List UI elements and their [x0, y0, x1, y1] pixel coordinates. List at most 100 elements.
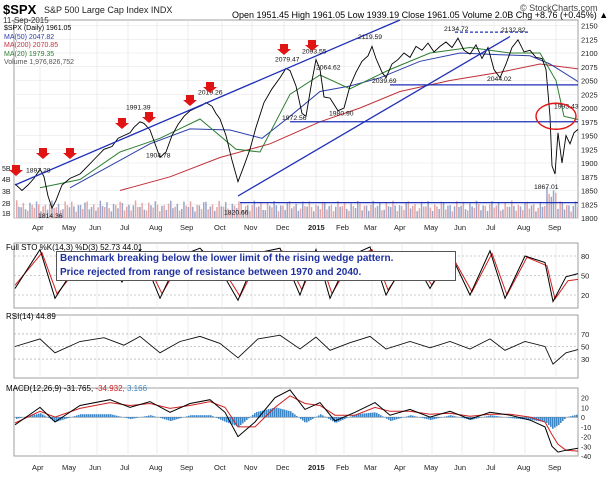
volume-bar: [178, 210, 181, 218]
annotations: 1897.28 1814.36 1991.39 1904.78 2019.26 1820.…: [9, 26, 579, 220]
macd-histogram-bar: [308, 417, 310, 422]
macd-histogram-bar: [106, 414, 108, 418]
signal-value: -34.932,: [95, 384, 125, 393]
legend-ma20: MA(20) 1979.35: [4, 50, 55, 58]
macd-histogram-bar: [256, 412, 258, 418]
macd-histogram-bar: [304, 417, 306, 423]
macd-tick-label: -30: [581, 444, 591, 451]
price-label: 1991.39: [126, 105, 151, 112]
macd-histogram-bar: [36, 414, 38, 418]
macd-histogram-bar: [346, 417, 348, 419]
volume-bar: [176, 203, 179, 218]
volume-bar: [387, 206, 390, 218]
macd-histogram-bar: [474, 417, 476, 420]
down-arrow-icon: [305, 40, 319, 51]
macd-histogram-bar: [194, 415, 196, 418]
volume-bar: [321, 201, 324, 218]
volume-bar: [194, 211, 196, 218]
macd-histogram-bar: [372, 412, 374, 418]
macd-histogram-bar: [264, 410, 266, 418]
macd-histogram-bar: [152, 415, 154, 418]
volume-bar: [297, 210, 300, 218]
macd-histogram-bar: [300, 417, 302, 420]
macd-histogram-bar: [204, 415, 206, 418]
ticker-symbol: $SPX: [3, 2, 36, 17]
macd-histogram-bar: [176, 417, 178, 420]
volume-bar: [159, 211, 161, 218]
volume-bar: [519, 206, 522, 218]
volume-bar: [370, 204, 372, 218]
volume-bar: [471, 206, 473, 218]
price-line: [14, 37, 579, 210]
price-label: 2132.82: [501, 27, 526, 34]
macd-histogram-bar: [52, 417, 54, 421]
price-tick-label: 2150: [581, 22, 598, 31]
macd-histogram-bar: [212, 416, 214, 418]
macd-signal-line: [14, 395, 579, 452]
macd-histogram-bar: [576, 414, 578, 418]
macd-histogram-bar: [134, 417, 136, 419]
axes: 1800 1825 1850 1875 1900 1925 1950 1975 2000 2025…: [2, 22, 598, 473]
volume-bar: [394, 205, 396, 218]
volume-bar: [513, 205, 515, 218]
x-tick-label-top: Feb: [336, 223, 349, 232]
macd-histogram-bar: [496, 416, 498, 418]
trendline: [237, 35, 511, 197]
volume-bar: [88, 209, 91, 218]
price-label: 1980.90: [329, 111, 354, 118]
macd-histogram-bar: [446, 416, 448, 418]
volume-bar: [357, 200, 359, 218]
macd-histogram-bar: [374, 412, 376, 418]
volume-bar: [350, 203, 352, 218]
ohlc-readout: Open 1951.45 High 1961.05 Low 1939.19 Cl…: [232, 10, 609, 20]
volume-bar: [71, 201, 73, 218]
macd-tick-label: -10: [581, 425, 591, 432]
volume-bar: [403, 210, 405, 218]
price-label: 1820.66: [224, 210, 249, 217]
x-tick-label-bottom: Mar: [364, 463, 377, 472]
volume-bar: [55, 207, 58, 218]
legend-ma50: MA(50) 2047.82: [4, 33, 55, 41]
macd-histogram-bar: [306, 417, 308, 423]
macd-histogram-bar: [386, 417, 388, 419]
x-tick-label-top: Apr: [394, 223, 406, 232]
macd-histogram-bar: [206, 415, 208, 418]
volume-bar: [341, 206, 344, 218]
moving-averages: [39, 46, 579, 191]
volume-bar: [515, 210, 517, 218]
macd-histogram-bar: [282, 409, 284, 418]
volume-bar: [110, 211, 113, 218]
volume-bar: [456, 201, 458, 218]
macd-histogram-bar: [250, 416, 252, 418]
volume-bar: [310, 207, 313, 218]
x-tick-label-top: May: [62, 223, 76, 232]
macd-histogram-bar: [358, 413, 360, 418]
price-tick-label: 2125: [581, 35, 598, 44]
macd-histogram-bar: [412, 415, 414, 418]
macd-histogram-bar: [438, 417, 440, 419]
volume-bar: [119, 201, 121, 218]
volume-bar: [161, 205, 163, 218]
volume-bar: [148, 202, 150, 218]
volume-bar: [500, 210, 502, 218]
macd-histogram-bar: [54, 417, 56, 422]
volume-bar: [577, 207, 579, 218]
volume-bar: [324, 202, 326, 218]
volume-bar: [495, 205, 498, 218]
volume-bar: [46, 209, 49, 218]
volume-bar: [482, 205, 484, 218]
volume-bar: [528, 208, 531, 218]
volume-bar: [145, 210, 148, 218]
x-tick-label-bottom: Jun: [454, 463, 466, 472]
volume-bar: [286, 203, 289, 218]
macd-histogram-bar: [30, 415, 32, 418]
macd-histogram-bar: [270, 408, 272, 418]
macd-histogram-bar: [560, 417, 562, 423]
volume-bar: [269, 205, 271, 218]
macd-histogram-bar: [78, 414, 80, 418]
volume-bar: [420, 201, 423, 218]
macd-histogram-bar: [366, 413, 368, 418]
volume-bar: [458, 206, 460, 218]
volume-bar: [416, 211, 418, 218]
